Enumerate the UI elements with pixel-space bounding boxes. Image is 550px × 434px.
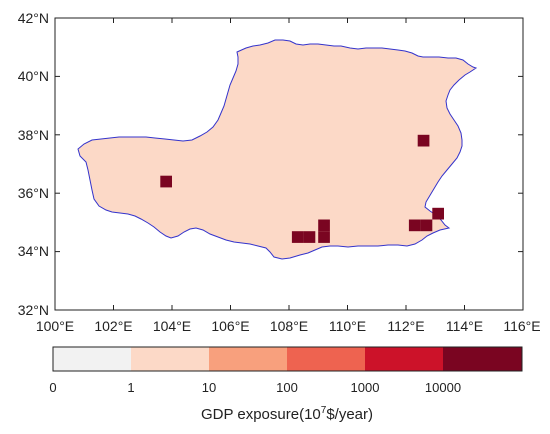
x-tick-labels: 100°E 102°E 104°E 106°E 108°E 110°E 112°… <box>36 318 541 334</box>
exposure-cell <box>303 231 316 243</box>
x-tick-label: 110°E <box>329 318 366 334</box>
exposure-cell <box>318 231 330 243</box>
colorbar-swatch <box>209 347 287 371</box>
x-tick-label: 100°E <box>36 318 74 334</box>
colorbar-label: 0 <box>49 380 56 395</box>
colorbar: 0 1 10 100 1000 10000 GDP exposure(107$/… <box>49 346 523 423</box>
x-tick-label: 114°E <box>446 318 483 334</box>
colorbar-frame <box>52 346 523 372</box>
exposure-cells <box>160 134 444 243</box>
y-tick-label: 42°N <box>18 10 49 26</box>
axis-ticks <box>54 17 524 311</box>
y-tick-labels: 42°N 40°N 38°N 36°N 34°N 32°N <box>18 10 49 318</box>
colorbar-label: 10000 <box>425 380 461 395</box>
colorbar-swatch <box>365 347 443 371</box>
x-tick-label: 106°E <box>211 318 249 334</box>
x-tick-label: 104°E <box>153 318 191 334</box>
exposure-cell <box>291 231 304 243</box>
exposure-cell <box>408 219 421 232</box>
colorbar-label: 1000 <box>351 380 380 395</box>
x-tick-label: 102°E <box>94 318 132 334</box>
study-region <box>77 39 478 260</box>
colorbar-title: GDP exposure(107$/year) <box>201 405 373 423</box>
exposure-cell <box>318 219 330 232</box>
colorbar-label: 100 <box>276 380 298 395</box>
colorbar-swatch <box>443 347 522 371</box>
colorbar-label: 10 <box>202 380 216 395</box>
y-tick-label: 36°N <box>18 185 49 201</box>
exposure-cell <box>160 175 172 188</box>
colorbar-title-main: GDP exposure(10 <box>201 406 321 423</box>
exposure-cell <box>432 207 444 220</box>
x-tick-label: 116°E <box>503 318 540 334</box>
y-tick-label: 38°N <box>18 127 49 143</box>
x-tick-label: 112°E <box>387 318 424 334</box>
exposure-cell <box>417 134 430 147</box>
y-tick-label: 40°N <box>18 68 49 84</box>
colorbar-label: 1 <box>127 380 134 395</box>
x-tick-label: 108°E <box>270 318 308 334</box>
colorbar-swatch <box>287 347 365 371</box>
y-tick-label: 32°N <box>18 302 49 318</box>
colorbar-swatch <box>53 347 131 371</box>
exposure-cell <box>420 219 433 232</box>
colorbar-title-tail: $/year) <box>326 406 373 423</box>
y-tick-label: 34°N <box>18 243 49 259</box>
colorbar-swatch <box>131 347 209 371</box>
colorbar-title-superscript: 7 <box>321 405 327 416</box>
